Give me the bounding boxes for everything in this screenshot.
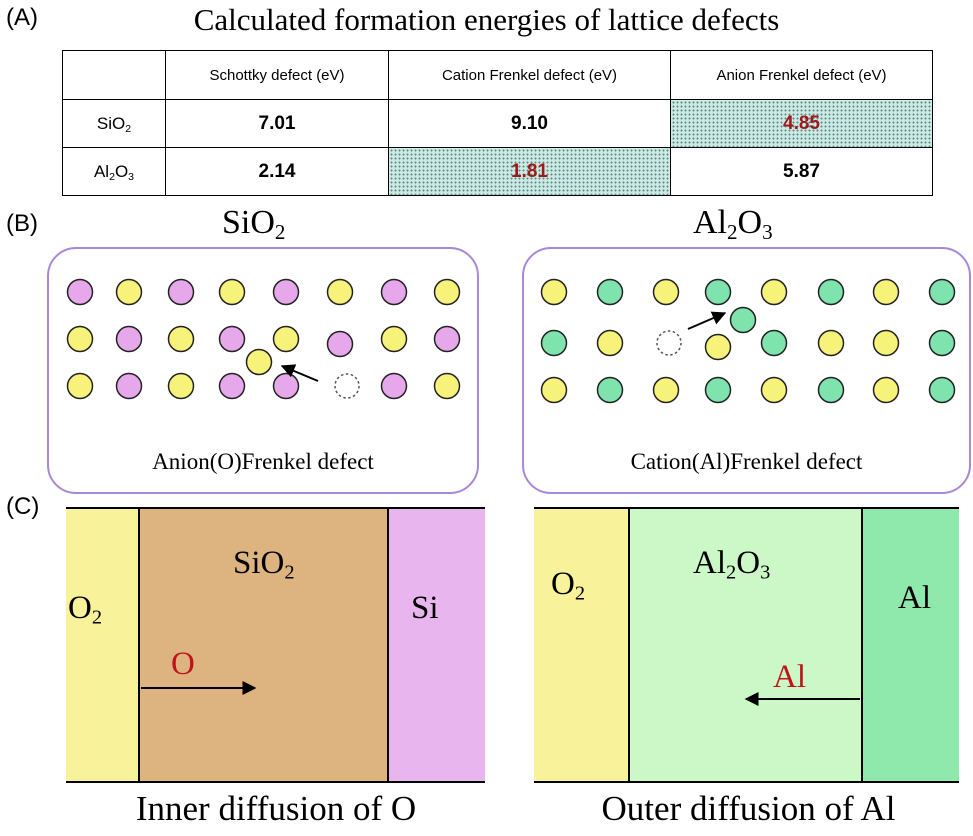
- oxygen-atom: [167, 325, 195, 353]
- left-diffusing-species: O: [171, 646, 195, 682]
- oxygen-atom: [704, 333, 732, 361]
- silicon-atom: [272, 372, 300, 400]
- silicon-atom: [218, 372, 246, 400]
- right-diffusion-caption: Outer diffusion of Al: [601, 789, 896, 828]
- table-row-al2o3: Al2O3 2.14 1.81 5.87: [62, 147, 933, 196]
- right-oxide-region: [629, 508, 862, 782]
- aluminum-atom: [817, 376, 845, 404]
- silicon-atom: [380, 372, 408, 400]
- oxygen-atom: [760, 278, 788, 306]
- panel-c-label: (C): [6, 493, 40, 520]
- oxygen-atom: [872, 376, 900, 404]
- silicon-atom: [167, 278, 195, 306]
- oxygen-atom: [596, 329, 624, 357]
- table-row-sio2: SiO2 7.01 9.10 4.85: [62, 99, 933, 148]
- oxygen-atom: [433, 278, 461, 306]
- silicon-atom: [433, 325, 461, 353]
- oxygen-atom: [540, 278, 568, 306]
- value-sio2-anion-frenkel: 4.85: [670, 99, 933, 148]
- panel-b-label: (B): [6, 210, 38, 237]
- al2o3-lattice-box: [522, 247, 971, 494]
- silicon-atom: [218, 325, 246, 353]
- oxygen-vacancy: [334, 373, 360, 399]
- left-metal-label: Si: [411, 590, 439, 626]
- oxygen-jump-arrow: [280, 364, 319, 382]
- oxygen-atom: [272, 325, 300, 353]
- right-metal-region: [862, 508, 959, 782]
- left-oxide-region: [139, 508, 388, 782]
- al2o3-defect-caption: Cation(Al)Frenkel defect: [630, 449, 863, 474]
- aluminum-atom: [596, 376, 624, 404]
- aluminum-atom: [760, 329, 788, 357]
- value-al2o3-cation-frenkel: 1.81: [388, 147, 671, 196]
- silicon-atom: [115, 372, 143, 400]
- aluminum-atom: [704, 376, 732, 404]
- oxygen-interstitial-atom: [245, 348, 273, 376]
- silicon-atom: [326, 330, 354, 358]
- row-label-al2o3: Al2O3: [62, 147, 166, 196]
- sio2-defect-caption: Anion(O)Frenkel defect: [152, 449, 374, 474]
- sio2-atom-lattice: [66, 278, 461, 400]
- left-gas-region: [66, 508, 139, 782]
- value-al2o3-anion-frenkel: 5.87: [670, 147, 933, 196]
- aluminum-interstitial-atom: [729, 306, 757, 334]
- oxygen-atom: [540, 376, 568, 404]
- panel-a-label: (A): [6, 4, 38, 31]
- left-metal-region: [388, 508, 485, 782]
- right-metal-label: Al: [898, 580, 931, 616]
- oxygen-atom: [66, 325, 94, 353]
- oxygen-atom: [167, 372, 195, 400]
- aluminum-vacancy: [656, 330, 682, 356]
- aluminum-atom: [596, 278, 624, 306]
- sio2-crystal-title: SiO2: [222, 204, 286, 244]
- silicon-atom: [66, 278, 94, 306]
- oxygen-atom: [433, 372, 461, 400]
- right-gas-region: [534, 508, 629, 782]
- aluminum-atom: [704, 278, 732, 306]
- aluminum-atom: [928, 329, 956, 357]
- oxygen-atom: [115, 278, 143, 306]
- oxygen-atom: [380, 325, 408, 353]
- value-sio2-schottky: 7.01: [165, 99, 389, 148]
- oxygen-atom: [652, 278, 680, 306]
- left-diffusion-caption: Inner diffusion of O: [135, 789, 417, 828]
- aluminum-atom: [928, 278, 956, 306]
- right-oxide-label: Al2O3: [693, 545, 771, 584]
- silicon-atom: [115, 325, 143, 353]
- silicon-atom: [272, 278, 300, 306]
- left-gas-label: O2: [68, 590, 103, 629]
- table-title: Calculated formation energies of lattice…: [193, 2, 780, 37]
- table-corner-cell: [62, 50, 166, 100]
- oxygen-atom: [652, 376, 680, 404]
- column-header-anion-frenkel: Anion Frenkel defect (eV): [670, 50, 933, 100]
- aluminum-atom: [540, 329, 568, 357]
- oxygen-atom: [872, 329, 900, 357]
- oxygen-atom: [326, 278, 354, 306]
- value-al2o3-schottky: 2.14: [165, 147, 389, 196]
- aluminum-atom: [817, 278, 845, 306]
- formation-energy-table: Schottky defect (eV) Cation Frenkel defe…: [62, 50, 933, 196]
- oxygen-atom: [817, 329, 845, 357]
- right-gas-label: O2: [551, 566, 586, 605]
- right-diffusing-species: Al: [773, 659, 806, 695]
- column-header-cation-frenkel: Cation Frenkel defect (eV): [388, 50, 671, 100]
- silicon-atom: [380, 278, 408, 306]
- al2o3-crystal-title: Al2O3: [693, 204, 773, 244]
- al2o3-atom-lattice: [540, 278, 956, 404]
- left-oxide-label: SiO2: [233, 545, 295, 584]
- oxygen-atom: [760, 376, 788, 404]
- aluminum-jump-arrow: [687, 311, 727, 330]
- oxygen-atom: [872, 278, 900, 306]
- oxygen-atom: [218, 278, 246, 306]
- oxygen-atom: [66, 372, 94, 400]
- value-sio2-cation-frenkel: 9.10: [388, 99, 671, 148]
- aluminum-atom: [928, 376, 956, 404]
